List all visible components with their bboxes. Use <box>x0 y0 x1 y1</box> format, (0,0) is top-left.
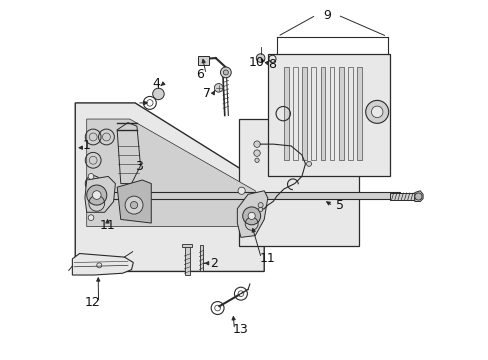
Text: 11: 11 <box>260 252 275 265</box>
Circle shape <box>258 203 263 208</box>
Circle shape <box>242 207 260 225</box>
Bar <box>184 246 189 275</box>
Polygon shape <box>284 67 288 160</box>
Circle shape <box>253 150 260 156</box>
Polygon shape <box>357 67 361 160</box>
Text: 5: 5 <box>335 199 343 212</box>
Circle shape <box>223 70 228 75</box>
Polygon shape <box>320 67 325 160</box>
Text: 1: 1 <box>82 139 90 152</box>
Polygon shape <box>117 123 140 184</box>
Text: 3: 3 <box>135 160 142 173</box>
Text: 12: 12 <box>84 296 100 309</box>
Circle shape <box>254 158 259 162</box>
Polygon shape <box>72 253 133 275</box>
Text: 10: 10 <box>248 56 264 69</box>
Polygon shape <box>347 67 352 160</box>
Text: 4: 4 <box>152 77 160 90</box>
Circle shape <box>220 67 231 78</box>
Circle shape <box>152 88 164 100</box>
Circle shape <box>365 100 388 123</box>
Circle shape <box>86 185 106 205</box>
Text: 8: 8 <box>268 58 276 71</box>
Polygon shape <box>117 180 151 223</box>
Polygon shape <box>311 67 315 160</box>
Bar <box>86 192 400 199</box>
Circle shape <box>130 202 137 209</box>
Polygon shape <box>237 191 267 237</box>
Circle shape <box>125 196 142 214</box>
Circle shape <box>306 161 311 166</box>
Polygon shape <box>267 54 389 176</box>
Circle shape <box>414 193 421 200</box>
Circle shape <box>247 212 255 220</box>
Circle shape <box>238 187 244 194</box>
Text: 11: 11 <box>100 219 115 232</box>
Polygon shape <box>302 67 306 160</box>
Polygon shape <box>85 176 115 212</box>
Polygon shape <box>239 119 359 246</box>
Circle shape <box>88 215 94 221</box>
Polygon shape <box>414 191 422 202</box>
Circle shape <box>88 174 94 179</box>
Bar <box>198 56 208 65</box>
Polygon shape <box>329 67 334 160</box>
Circle shape <box>371 106 382 118</box>
Circle shape <box>253 141 260 147</box>
Polygon shape <box>292 67 297 160</box>
Text: 2: 2 <box>210 257 218 270</box>
Circle shape <box>256 54 264 62</box>
Bar <box>199 244 203 271</box>
Circle shape <box>92 191 101 199</box>
Circle shape <box>214 84 223 92</box>
Polygon shape <box>75 103 264 271</box>
Text: 13: 13 <box>233 323 248 336</box>
Circle shape <box>258 207 262 212</box>
Polygon shape <box>338 67 343 160</box>
Text: 7: 7 <box>203 87 210 100</box>
Text: 6: 6 <box>195 68 203 81</box>
Text: 9: 9 <box>323 9 330 22</box>
Bar <box>389 193 418 200</box>
Bar <box>182 244 192 247</box>
Polygon shape <box>86 119 255 226</box>
